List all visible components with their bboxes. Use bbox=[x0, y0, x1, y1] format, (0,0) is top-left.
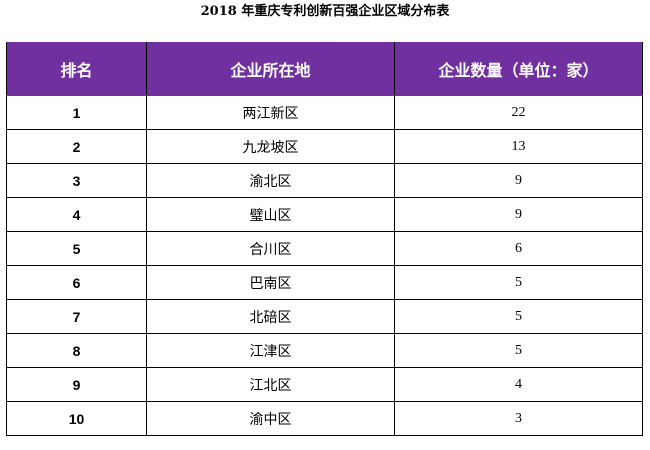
ranking-table: 排名 企业所在地 企业数量（单位：家） 1 两江新区 22 2 九龙坡区 13 3 渝北区 9 4… bbox=[6, 42, 643, 436]
header-row: 排名 企业所在地 企业数量（单位：家） bbox=[6, 42, 643, 96]
count-cell: 5 bbox=[394, 299, 643, 334]
district-cell: 璧山区 bbox=[146, 197, 395, 232]
table-row: 5 合川区 6 bbox=[6, 231, 643, 266]
district-cell: 江津区 bbox=[146, 333, 395, 368]
rank-cell: 3 bbox=[6, 163, 147, 198]
rank-cell: 1 bbox=[6, 95, 147, 130]
count-cell: 5 bbox=[394, 333, 643, 368]
district-cell: 渝中区 bbox=[146, 401, 395, 436]
table-row: 1 两江新区 22 bbox=[6, 95, 643, 130]
count-cell: 6 bbox=[394, 231, 643, 266]
count-cell: 5 bbox=[394, 265, 643, 300]
header-count: 企业数量（单位：家） bbox=[394, 42, 643, 96]
count-cell: 9 bbox=[394, 163, 643, 198]
table-row: 4 璧山区 9 bbox=[6, 197, 643, 232]
rank-cell: 5 bbox=[6, 231, 147, 266]
district-cell: 巴南区 bbox=[146, 265, 395, 300]
header-rank: 排名 bbox=[6, 42, 147, 96]
rank-cell: 7 bbox=[6, 299, 147, 334]
count-cell: 4 bbox=[394, 367, 643, 402]
count-cell: 22 bbox=[394, 95, 643, 130]
count-cell: 9 bbox=[394, 197, 643, 232]
rank-cell: 4 bbox=[6, 197, 147, 232]
district-cell: 江北区 bbox=[146, 367, 395, 402]
district-cell: 两江新区 bbox=[146, 95, 395, 130]
table-row: 9 江北区 4 bbox=[6, 367, 643, 402]
district-cell: 九龙坡区 bbox=[146, 129, 395, 164]
rank-cell: 6 bbox=[6, 265, 147, 300]
table-row: 7 北碚区 5 bbox=[6, 299, 643, 334]
table-body: 1 两江新区 22 2 九龙坡区 13 3 渝北区 9 4 璧山区 9 5 合川区 6 6 巴南区 5 7 北碚区 5 8… bbox=[6, 95, 643, 436]
rank-cell: 2 bbox=[6, 129, 147, 164]
table-row: 10 渝中区 3 bbox=[6, 401, 643, 436]
header-location: 企业所在地 bbox=[146, 42, 395, 96]
table-row: 8 江津区 5 bbox=[6, 333, 643, 368]
rank-cell: 10 bbox=[6, 401, 147, 436]
table-row: 3 渝北区 9 bbox=[6, 163, 643, 198]
count-cell: 3 bbox=[394, 401, 643, 436]
district-cell: 合川区 bbox=[146, 231, 395, 266]
count-cell: 13 bbox=[394, 129, 643, 164]
district-cell: 渝北区 bbox=[146, 163, 395, 198]
district-cell: 北碚区 bbox=[146, 299, 395, 334]
rank-cell: 8 bbox=[6, 333, 147, 368]
table-title: 2018 年重庆专利创新百强企业区域分布表 bbox=[200, 4, 450, 19]
rank-cell: 9 bbox=[6, 367, 147, 402]
table-header: 排名 企业所在地 企业数量（单位：家） bbox=[6, 42, 643, 96]
table-row: 6 巴南区 5 bbox=[6, 265, 643, 300]
table-row: 2 九龙坡区 13 bbox=[6, 129, 643, 164]
